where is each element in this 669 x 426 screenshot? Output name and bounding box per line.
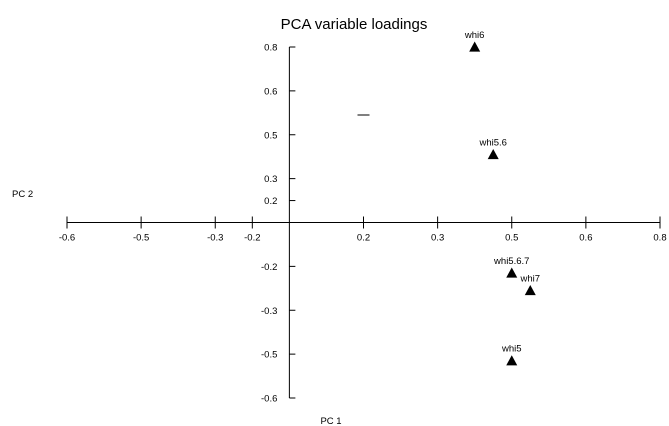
x-tick-label: -0.5	[133, 233, 149, 244]
y-tick-label: 0.6	[264, 86, 277, 97]
x-tick-label: -0.6	[59, 233, 75, 244]
y-tick-label: 0.3	[264, 174, 277, 185]
chart-title: PCA variable loadings	[281, 16, 428, 33]
x-tick-label: 0.2	[357, 233, 370, 244]
point-marker	[506, 267, 518, 278]
point-label: whi5	[501, 344, 522, 355]
point-label: whi7	[520, 274, 541, 285]
y-tick-label: -0.3	[261, 306, 277, 317]
x-tick-label: 0.8	[653, 233, 666, 244]
y-tick-label: 0.8	[264, 43, 277, 54]
y-tick-label: -0.5	[261, 350, 277, 361]
point-label: whi5.6	[478, 137, 506, 148]
x-tick-label: -0.3	[207, 233, 223, 244]
y-axis-label: PC 2	[12, 189, 33, 200]
y-tick-label: 0.5	[264, 130, 277, 141]
y-tick-label: -0.6	[261, 394, 277, 405]
y-tick-label: -0.2	[261, 262, 277, 273]
point-marker	[487, 148, 499, 160]
x-axis-label: PC 1	[320, 416, 341, 426]
point-label: whi6	[464, 30, 485, 41]
x-tick-label: 0.5	[505, 233, 518, 244]
data-points: whi6 whi5.6 whi5.6.7 whi7 whi5	[357, 30, 541, 366]
point-marker	[524, 285, 536, 296]
x-tick-label: -0.2	[244, 233, 260, 244]
axes: -0.6 -0.5 -0.3 -0.2 0.2 0.3 0.5 0.6 0.8 0.8 0.6 0.5…	[59, 43, 667, 405]
x-tick-label: 0.6	[579, 233, 592, 244]
point-marker	[506, 355, 518, 366]
point-label: whi5.6.7	[493, 256, 529, 267]
y-tick-label: 0.2	[264, 196, 277, 207]
point-marker	[469, 41, 481, 52]
x-tick-label: 0.3	[431, 233, 444, 244]
